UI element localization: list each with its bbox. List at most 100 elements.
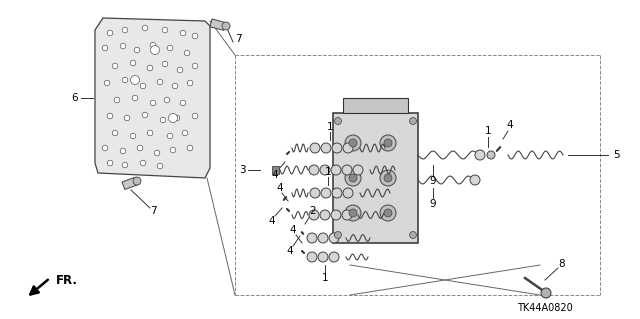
Circle shape	[192, 113, 198, 119]
Circle shape	[150, 46, 159, 55]
Circle shape	[320, 165, 330, 175]
Circle shape	[321, 188, 331, 198]
Circle shape	[349, 174, 357, 182]
Circle shape	[168, 114, 177, 122]
Circle shape	[180, 30, 186, 36]
Circle shape	[349, 139, 357, 147]
Circle shape	[342, 210, 352, 220]
Circle shape	[470, 175, 480, 185]
Circle shape	[147, 130, 153, 136]
Circle shape	[342, 165, 352, 175]
Text: 1: 1	[484, 126, 492, 136]
Text: 4: 4	[287, 246, 293, 256]
Text: 4: 4	[507, 120, 513, 130]
Circle shape	[130, 133, 136, 139]
Circle shape	[180, 100, 186, 106]
Circle shape	[307, 233, 317, 243]
Circle shape	[309, 210, 319, 220]
Circle shape	[130, 60, 136, 66]
Circle shape	[320, 210, 330, 220]
Circle shape	[187, 80, 193, 86]
Circle shape	[329, 233, 339, 243]
Circle shape	[108, 113, 113, 119]
Text: 7: 7	[150, 206, 156, 216]
Circle shape	[380, 205, 396, 221]
Circle shape	[108, 30, 113, 36]
Text: 7: 7	[235, 34, 241, 44]
Circle shape	[187, 145, 193, 151]
Text: 8: 8	[559, 259, 565, 269]
Circle shape	[184, 50, 190, 56]
Circle shape	[102, 45, 108, 51]
Polygon shape	[95, 18, 210, 178]
Circle shape	[345, 135, 361, 151]
Bar	[343, 98, 408, 113]
Circle shape	[160, 117, 166, 123]
Circle shape	[137, 145, 143, 151]
Text: 5: 5	[612, 150, 620, 160]
Circle shape	[307, 252, 317, 262]
Text: 9: 9	[429, 176, 436, 186]
Circle shape	[172, 83, 178, 89]
Circle shape	[331, 165, 341, 175]
Circle shape	[380, 135, 396, 151]
Circle shape	[154, 150, 160, 156]
Circle shape	[222, 22, 230, 30]
Text: 1: 1	[326, 122, 333, 132]
Circle shape	[120, 43, 126, 49]
Circle shape	[332, 143, 342, 153]
Text: 4: 4	[269, 216, 275, 226]
Circle shape	[164, 97, 170, 103]
Circle shape	[384, 209, 392, 217]
Circle shape	[384, 139, 392, 147]
Bar	[210, 19, 225, 30]
Circle shape	[167, 45, 173, 51]
Circle shape	[380, 170, 396, 186]
Circle shape	[318, 252, 328, 262]
Text: 1: 1	[324, 167, 332, 177]
Circle shape	[162, 27, 168, 33]
Text: 4: 4	[272, 170, 278, 180]
Text: 3: 3	[239, 165, 245, 175]
Circle shape	[147, 65, 153, 71]
Circle shape	[122, 162, 128, 168]
Text: 2: 2	[310, 206, 316, 216]
Circle shape	[102, 145, 108, 151]
Circle shape	[192, 63, 198, 69]
Circle shape	[177, 67, 183, 73]
Circle shape	[321, 143, 331, 153]
Circle shape	[167, 133, 173, 139]
Circle shape	[150, 100, 156, 106]
Circle shape	[142, 25, 148, 31]
Circle shape	[343, 143, 353, 153]
Circle shape	[114, 97, 120, 103]
Circle shape	[345, 205, 361, 221]
Circle shape	[345, 170, 361, 186]
Text: 4: 4	[290, 225, 296, 235]
Bar	[122, 177, 138, 189]
Circle shape	[318, 233, 328, 243]
Circle shape	[122, 77, 128, 83]
Circle shape	[142, 112, 148, 118]
Circle shape	[112, 130, 118, 136]
Circle shape	[329, 252, 339, 262]
Circle shape	[310, 143, 320, 153]
Circle shape	[332, 188, 342, 198]
Circle shape	[150, 42, 156, 48]
Circle shape	[182, 130, 188, 136]
Circle shape	[349, 209, 357, 217]
Circle shape	[331, 210, 341, 220]
Text: TK44A0820: TK44A0820	[517, 303, 573, 313]
Circle shape	[309, 165, 319, 175]
Text: 9: 9	[429, 199, 436, 209]
Circle shape	[122, 27, 128, 33]
Circle shape	[541, 288, 551, 298]
Circle shape	[384, 174, 392, 182]
Circle shape	[475, 150, 485, 160]
Circle shape	[410, 117, 417, 124]
Circle shape	[133, 177, 141, 185]
Circle shape	[131, 76, 140, 85]
Circle shape	[487, 151, 495, 159]
Circle shape	[112, 63, 118, 69]
Text: 6: 6	[72, 93, 78, 103]
